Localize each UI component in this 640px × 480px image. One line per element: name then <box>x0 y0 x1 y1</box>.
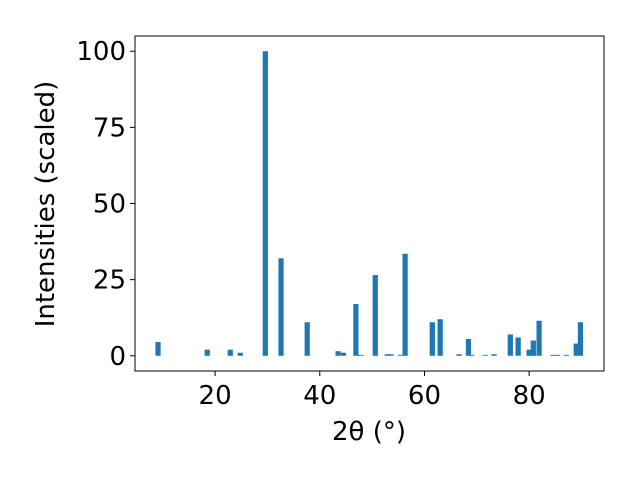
x-tick-label: 20 <box>199 381 232 411</box>
bar <box>456 354 462 356</box>
bar <box>536 320 542 356</box>
bar <box>465 339 472 356</box>
bar <box>573 343 579 356</box>
bar <box>335 351 341 356</box>
bar <box>397 354 403 356</box>
y-tick-label: 50 <box>93 190 126 220</box>
bar <box>402 253 408 356</box>
bar <box>515 337 521 356</box>
bar <box>437 319 443 356</box>
bar <box>155 342 161 356</box>
bar <box>388 354 394 356</box>
x-tick-label: 40 <box>303 381 336 411</box>
bar <box>526 349 532 356</box>
bar <box>304 322 310 356</box>
bar <box>353 304 359 356</box>
bar <box>482 354 488 356</box>
x-tick-label: 60 <box>408 381 441 411</box>
bar <box>278 258 284 356</box>
bar <box>530 340 536 356</box>
bar <box>204 349 210 356</box>
y-tick-label: 0 <box>109 342 126 372</box>
y-axis-label: Intensities (scaled) <box>31 81 61 328</box>
bar <box>340 352 346 356</box>
bar <box>237 352 243 356</box>
y-tick-label: 25 <box>93 266 126 296</box>
x-tick-label: 80 <box>513 381 546 411</box>
bar <box>469 354 475 356</box>
bar <box>577 322 584 356</box>
y-tick-label: 75 <box>93 113 126 143</box>
bar <box>358 354 364 356</box>
x-axis-label: 2θ (°) <box>332 417 406 447</box>
bar <box>227 349 233 356</box>
bar <box>429 322 435 356</box>
bar <box>491 354 497 356</box>
y-tick-label: 100 <box>76 37 126 67</box>
bar <box>563 354 569 356</box>
bar <box>507 334 513 356</box>
bar <box>262 51 268 356</box>
plot-frame <box>134 35 605 372</box>
bar <box>372 275 378 356</box>
bar <box>384 354 390 356</box>
bar <box>550 354 556 356</box>
bar <box>554 354 561 356</box>
